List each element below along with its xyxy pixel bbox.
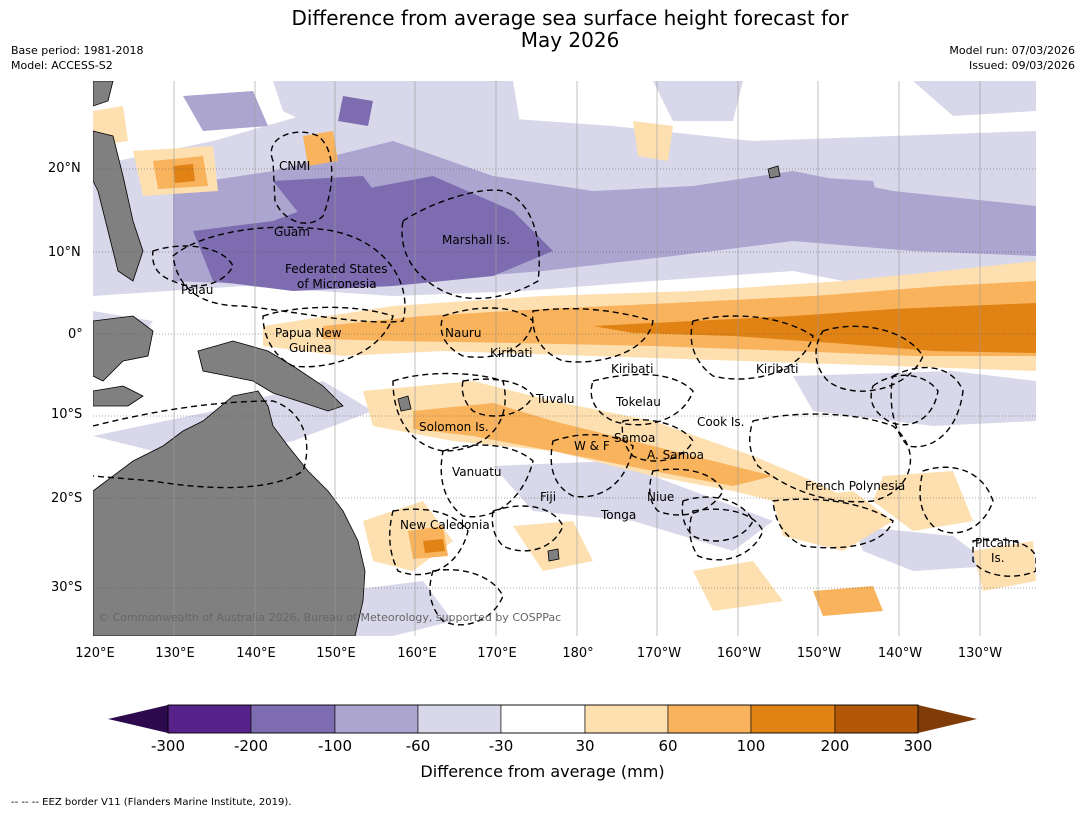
colorbar-tick: -300	[150, 737, 186, 755]
label-png-line2: Guinea	[289, 341, 332, 355]
label-american-samoa: A. Samoa	[647, 448, 704, 462]
label-kiribati-west: Kiribati	[490, 346, 532, 360]
colorbar-tick: -200	[233, 737, 269, 755]
label-fsm-line2: of Micronesia	[297, 277, 377, 291]
lon-label-170w: 170°W	[636, 646, 682, 661]
label-french-polynesia: French Polynesia	[805, 479, 905, 493]
lon-label-180: 180°	[562, 646, 594, 661]
colorbar-segment	[834, 704, 919, 734]
indonesia-islands	[93, 315, 154, 382]
colorbar-label: Difference from average (mm)	[420, 762, 665, 781]
colorbar-segment	[584, 704, 669, 734]
lat-label-20s: 20°S	[51, 491, 83, 506]
label-samoa: Samoa	[614, 431, 655, 445]
eez-legend-note: -- -- -- EEZ border V11 (Flanders Marine…	[11, 797, 292, 808]
colorbar-segment	[167, 704, 252, 734]
longitude-gridlines	[173, 81, 981, 636]
label-wallis-futuna: W & F	[574, 439, 610, 453]
colorbar-segment	[334, 704, 419, 734]
label-tonga: Tonga	[600, 508, 636, 522]
lat-label-20n: 20°N	[48, 161, 81, 176]
model-name: Model: ACCESS-S2	[11, 59, 113, 72]
label-solomon-islands: Solomon Is.	[419, 420, 489, 434]
label-fiji: Fiji	[540, 490, 556, 504]
label-pitcairn-line1: Pitcairn	[975, 536, 1020, 550]
place-labels: CNMI Guam Marshall Is. Federated States …	[181, 159, 1020, 565]
colorbar-tick: -60	[405, 737, 431, 755]
colorbar-segment	[667, 704, 752, 734]
colorbar-tick: 30	[575, 737, 595, 755]
colorbar-tick: 100	[736, 737, 766, 755]
label-nauru: Nauru	[445, 326, 481, 340]
lon-label-150e: 150°E	[316, 646, 356, 661]
label-kiribati-east: Kiribati	[756, 362, 798, 376]
title-line-2: May 2026	[520, 28, 620, 52]
colorbar-segment	[750, 704, 836, 734]
lon-label-160e: 160°E	[397, 646, 437, 661]
lat-label-30s: 30°S	[51, 580, 83, 595]
label-pitcairn-line2: Is.	[991, 551, 1005, 565]
colorbar-extend-high	[918, 705, 977, 733]
label-fsm-line1: Federated States	[285, 262, 387, 276]
issued-date: Issued: 09/03/2026	[968, 59, 1075, 72]
lon-label-160w: 160°W	[716, 646, 762, 661]
label-niue: Niue	[647, 490, 674, 504]
base-period: Base period: 1981-2018	[11, 44, 144, 57]
lon-label-130e: 130°E	[155, 646, 195, 661]
lon-label-170e: 170°E	[477, 646, 517, 661]
lon-label-130w: 130°W	[957, 646, 1003, 661]
model-run: Model run: 07/03/2026	[949, 44, 1075, 57]
label-vanuatu: Vanuatu	[452, 465, 502, 479]
lon-label-140e: 140°E	[236, 646, 276, 661]
new-guinea	[197, 340, 344, 412]
colorbar-tick: 60	[658, 737, 678, 755]
colorbar-extend-low	[108, 705, 168, 733]
label-png-line1: Papua New	[275, 326, 342, 340]
colorbar-segment	[417, 704, 502, 734]
label-tuvalu: Tuvalu	[535, 392, 575, 406]
lon-label-120e: 120°E	[75, 646, 115, 661]
metadata-right: Model run: 07/03/2026 Issued: 09/03/2026	[949, 43, 1075, 73]
label-cnmi: CNMI	[279, 159, 310, 173]
lat-label-equator: 0°	[68, 327, 83, 342]
label-tokelau: Tokelau	[615, 395, 661, 409]
eez-borders	[93, 131, 1036, 626]
colorbar-tick: 300	[903, 737, 933, 755]
land-masses	[93, 81, 781, 636]
label-palau: Palau	[181, 283, 213, 297]
colorbar-segment	[250, 704, 336, 734]
australia	[93, 390, 366, 636]
anomaly-band-dark-purple	[193, 96, 553, 291]
colorbar-tick: -100	[317, 737, 353, 755]
colorbar	[108, 704, 977, 734]
label-guam: Guam	[274, 225, 310, 239]
metadata-left: Base period: 1981-2018 Model: ACCESS-S2	[11, 43, 143, 73]
lon-label-150w: 150°W	[796, 646, 842, 661]
colorbar-tick: 200	[820, 737, 850, 755]
label-new-caledonia: New Caledonia	[400, 518, 490, 532]
lat-label-10s: 10°S	[51, 407, 83, 422]
colorbar-segment	[500, 704, 586, 734]
lat-label-10n: 10°N	[48, 245, 81, 260]
copyright-credit: © Commonwealth of Australia 2026, Bureau…	[98, 611, 561, 624]
sea-level-map: CNMI Guam Marshall Is. Federated States …	[93, 81, 1036, 636]
lon-label-140w: 140°W	[877, 646, 923, 661]
label-kiribati-central: Kiribati	[611, 362, 653, 376]
colorbar-tick: -30	[488, 737, 514, 755]
latitude-gridlines	[93, 168, 1036, 589]
label-cook-islands: Cook Is.	[697, 415, 744, 429]
title-line-1: Difference from average sea surface heig…	[291, 6, 849, 30]
philippines	[93, 130, 144, 282]
chart-title: Difference from average sea surface heig…	[0, 7, 1085, 51]
label-marshall-islands: Marshall Is.	[442, 233, 510, 247]
